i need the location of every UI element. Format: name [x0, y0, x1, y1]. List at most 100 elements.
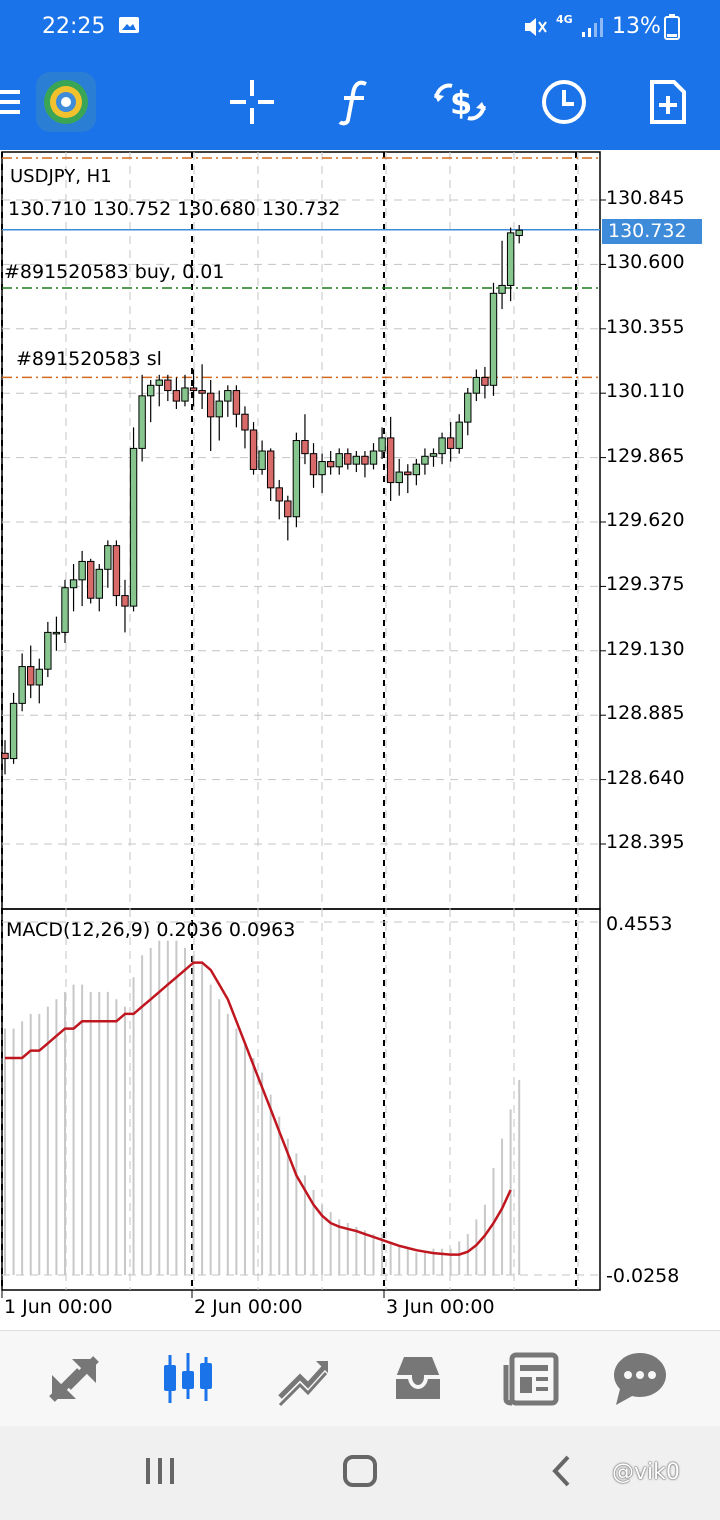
- candle-body: [146, 384, 155, 397]
- candle-body: [309, 453, 318, 476]
- candle-body: [335, 453, 343, 468]
- ohlc-label: 130.710 130.752 130.680 130.732: [8, 198, 341, 220]
- candle-body: [361, 455, 369, 465]
- candle-body: [61, 587, 69, 633]
- candle-body: [352, 455, 361, 465]
- candle-body: [18, 666, 26, 704]
- candle-body: [78, 560, 86, 581]
- candle-body: [224, 390, 232, 402]
- candle-body: [69, 579, 78, 589]
- candle-body: [206, 392, 215, 418]
- candle-body: [275, 487, 283, 502]
- candle-body: [35, 668, 43, 686]
- new-order-icon[interactable]: [648, 78, 688, 126]
- candle-body: [138, 395, 146, 449]
- signal-icon: [582, 18, 603, 37]
- recent-apps-icon[interactable]: [144, 1456, 176, 1490]
- macd-signal-line: [5, 961, 512, 1256]
- candle-body: [326, 461, 335, 468]
- candle-body: [438, 437, 446, 455]
- trade-icon[interactable]: [274, 1349, 334, 1409]
- candle-body: [121, 595, 129, 607]
- price-tick-label: 129.620: [606, 509, 685, 531]
- price-tick-label: 129.865: [606, 444, 685, 467]
- news-icon[interactable]: [502, 1349, 562, 1409]
- home-icon[interactable]: [342, 1454, 378, 1492]
- status-bar: 22:25 4G 13%: [0, 0, 720, 56]
- candle-body: [1, 752, 9, 760]
- candle-body: [429, 453, 438, 457]
- order-label: #891520583 buy, 0.01: [4, 261, 225, 283]
- last-price-badge: 130.732: [602, 219, 702, 244]
- menu-icon[interactable]: [0, 88, 22, 116]
- candle-body: [172, 390, 181, 402]
- price-tick-label: 128.395: [606, 831, 685, 853]
- candle-body: [464, 392, 472, 423]
- date-tick-label: 3 Jun 00:00: [386, 1296, 495, 1318]
- candle-body: [198, 390, 206, 394]
- macd-label: MACD(12,26,9) 0.2036 0.0963: [6, 919, 296, 941]
- candle-body: [189, 387, 198, 392]
- candle-body: [284, 500, 292, 518]
- history-icon[interactable]: [388, 1349, 448, 1409]
- date-tick-label: 2 Jun 00:00: [194, 1296, 303, 1318]
- candle-body: [249, 429, 258, 470]
- date-tick-label: 1 Jun 00:00: [4, 1296, 113, 1318]
- candle-body: [95, 568, 103, 599]
- stop-loss-label: #891520583 sl: [16, 348, 162, 370]
- chat-icon[interactable]: [610, 1349, 670, 1409]
- candle-body: [241, 413, 249, 431]
- price-tick-label: 129.375: [606, 573, 685, 596]
- candle-body: [44, 631, 52, 670]
- candle-body: [481, 376, 489, 386]
- candle-body: [412, 463, 421, 476]
- candle-body: [421, 455, 429, 465]
- macd-min-label: -0.0258: [606, 1265, 680, 1287]
- battery-icon: [664, 14, 680, 40]
- candle-body: [215, 400, 223, 418]
- price-tick-label: 128.640: [606, 766, 685, 789]
- candle-body: [292, 440, 301, 518]
- candle-body: [301, 440, 309, 455]
- back-icon[interactable]: [550, 1454, 574, 1492]
- price-tick-label: 130.600: [606, 251, 685, 274]
- candle-body: [155, 379, 163, 386]
- candle-body: [378, 437, 386, 452]
- price-tick-label: 130.845: [606, 187, 685, 209]
- metatrader-logo[interactable]: [34, 70, 98, 134]
- function-icon[interactable]: [336, 78, 376, 126]
- candle-body: [164, 379, 172, 392]
- candle-body: [404, 471, 412, 476]
- candle-body: [395, 471, 403, 484]
- candle-body: [472, 376, 481, 394]
- trade-icon[interactable]: $: [432, 78, 488, 126]
- candle-body: [27, 666, 35, 686]
- clock-icon[interactable]: [540, 78, 588, 126]
- mute-icon: [525, 18, 547, 36]
- battery-percentage: 13%: [612, 14, 661, 39]
- candle-body: [446, 437, 455, 449]
- chart-icon[interactable]: [158, 1349, 218, 1409]
- crosshair-icon[interactable]: [228, 78, 276, 126]
- candle-body: [104, 545, 112, 570]
- bottom-navigation: [0, 1330, 720, 1427]
- candle-body: [52, 631, 61, 635]
- candle-body: [489, 292, 498, 386]
- candle-body: [129, 447, 138, 607]
- symbol-label: USDJPY, H1: [10, 166, 112, 187]
- candle-body: [455, 421, 463, 449]
- quotes-icon[interactable]: [44, 1349, 104, 1409]
- candle-body: [181, 387, 189, 402]
- price-tick-label: 128.885: [606, 702, 685, 725]
- candle-body: [258, 450, 266, 470]
- system-navigation-bar: [0, 1426, 720, 1520]
- candle-body: [386, 437, 395, 484]
- candle-body: [112, 545, 121, 597]
- watermark: @vik0: [612, 1460, 680, 1485]
- candle-body: [266, 450, 275, 489]
- price-chart[interactable]: [0, 150, 720, 1330]
- candle-body: [369, 450, 378, 465]
- chart-area[interactable]: USDJPY, H1 130.710 130.752 130.680 130.7…: [0, 150, 720, 1330]
- candle-body: [87, 560, 95, 599]
- svg-text:$: $: [450, 84, 472, 122]
